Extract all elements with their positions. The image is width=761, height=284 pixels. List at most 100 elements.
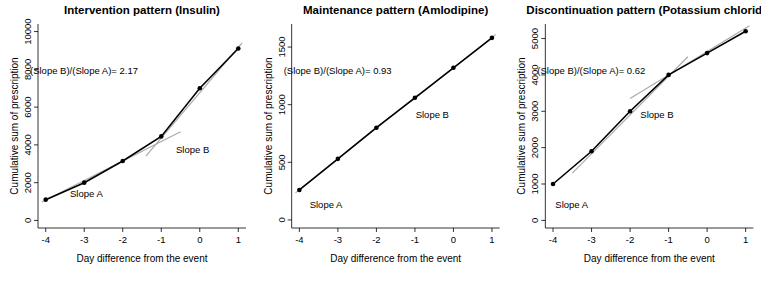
x-tick xyxy=(745,228,746,232)
point xyxy=(236,46,241,51)
annotation: (Slope B)/(Slope A)= 0.93 xyxy=(284,65,392,76)
x-axis xyxy=(38,228,246,229)
y-tick xyxy=(34,144,38,145)
x-axis xyxy=(292,228,500,229)
x-tick xyxy=(591,228,592,232)
y-axis-label: Cumulative sum of prescription xyxy=(516,57,527,194)
point xyxy=(551,182,556,187)
y-tick-label: 6000 xyxy=(22,97,33,118)
title: Discontinuation pattern (Potassium chlor… xyxy=(526,4,761,16)
x-tick-label: 0 xyxy=(197,234,202,245)
y-tick-label: 2000 xyxy=(22,172,33,193)
x-axis xyxy=(545,228,753,229)
y-tick-label: 5000 xyxy=(529,28,540,49)
point xyxy=(490,36,495,41)
series-line xyxy=(299,38,492,190)
y-tick-label: 1500 xyxy=(276,36,287,57)
y-axis xyxy=(291,24,292,228)
point xyxy=(705,51,710,56)
x-tick-label: -3 xyxy=(80,234,88,245)
y-tick-label: 1000 xyxy=(529,173,540,194)
y-tick-label: 1000 xyxy=(276,94,287,115)
x-tick-label: -1 xyxy=(664,234,672,245)
y-tick-label: 2000 xyxy=(529,137,540,158)
y-tick-label: 0 xyxy=(529,218,540,223)
point xyxy=(159,134,164,139)
x-axis-label: Day difference from the event xyxy=(584,253,715,264)
x-tick-label: 0 xyxy=(704,234,709,245)
annotation: (Slope B)/(Slope A)= 0.62 xyxy=(537,65,645,76)
figure: Intervention pattern (Insulin) -4 -3 -2 -1 0 1… xyxy=(0,0,761,284)
panel: Intervention pattern (Insulin)-4-3-2-101… xyxy=(9,4,246,264)
y-tick xyxy=(288,104,292,105)
series-line xyxy=(553,31,746,184)
y-tick xyxy=(541,220,545,221)
x-tick xyxy=(453,228,454,232)
point xyxy=(336,157,341,162)
x-tick xyxy=(122,228,123,232)
slope-label: Slope B xyxy=(176,144,209,155)
plot-area xyxy=(551,26,750,186)
y-tick-label: 10000 xyxy=(22,18,33,44)
y-tick-label: 3000 xyxy=(529,101,540,122)
y-tick xyxy=(288,47,292,48)
plot-area xyxy=(296,34,496,192)
y-tick xyxy=(541,147,545,148)
x-tick-label: -1 xyxy=(157,234,165,245)
point xyxy=(628,109,633,114)
slope-label: Slope A xyxy=(310,199,343,210)
y-axis-label: Cumulative sum of prescription xyxy=(263,57,274,194)
x-tick-label: -3 xyxy=(587,234,595,245)
point xyxy=(374,125,379,130)
x-tick-label: 0 xyxy=(451,234,456,245)
x-tick xyxy=(161,228,162,232)
slope-label: Slope B xyxy=(640,109,673,120)
y-tick-label: 500 xyxy=(276,154,287,170)
y-tick xyxy=(288,219,292,220)
y-tick xyxy=(34,182,38,183)
y-tick-label: 0 xyxy=(22,218,33,223)
panel: Discontinuation pattern (Potassium chlor… xyxy=(516,4,761,264)
point xyxy=(82,180,87,185)
slope-label: Slope A xyxy=(70,188,103,199)
x-tick xyxy=(299,228,300,232)
point xyxy=(43,197,48,202)
y-tick xyxy=(288,162,292,163)
panel: Maintenance pattern (Amlodipine) -4 -3 -2 -1… xyxy=(263,4,500,264)
y-tick xyxy=(541,111,545,112)
x-tick xyxy=(630,228,631,232)
title: Intervention pattern (Insulin) xyxy=(64,4,220,16)
point xyxy=(589,149,594,154)
y-axis xyxy=(38,24,39,228)
title: Maintenance pattern (Amlodipine) xyxy=(303,4,488,16)
x-tick-label: -4 xyxy=(295,234,303,245)
point xyxy=(297,188,302,193)
x-tick-label: -4 xyxy=(549,234,557,245)
x-tick-label: -3 xyxy=(334,234,342,245)
y-tick-label: 0 xyxy=(276,217,287,222)
slope-label: Slope A xyxy=(555,199,588,210)
y-tick xyxy=(541,38,545,39)
slope-label: Slope B xyxy=(416,109,449,120)
x-tick xyxy=(84,228,85,232)
point xyxy=(197,86,202,91)
y-tick xyxy=(541,184,545,185)
x-axis-label: Day difference from the event xyxy=(77,253,208,264)
x-tick-label: 1 xyxy=(743,234,748,245)
point xyxy=(743,29,748,34)
x-tick xyxy=(45,228,46,232)
y-tick xyxy=(34,220,38,221)
point xyxy=(413,95,418,100)
y-tick-label: 4000 xyxy=(22,134,33,155)
x-tick-label: 1 xyxy=(236,234,241,245)
x-tick-label: -2 xyxy=(626,234,634,245)
x-tick xyxy=(238,228,239,232)
y-tick xyxy=(34,31,38,32)
annotation: (Slope B)/(Slope A)= 2.17 xyxy=(30,65,138,76)
x-tick xyxy=(337,228,338,232)
x-tick-label: -1 xyxy=(411,234,419,245)
x-tick xyxy=(553,228,554,232)
x-tick-label: -2 xyxy=(372,234,380,245)
x-tick xyxy=(668,228,669,232)
x-tick-label: 1 xyxy=(489,234,494,245)
